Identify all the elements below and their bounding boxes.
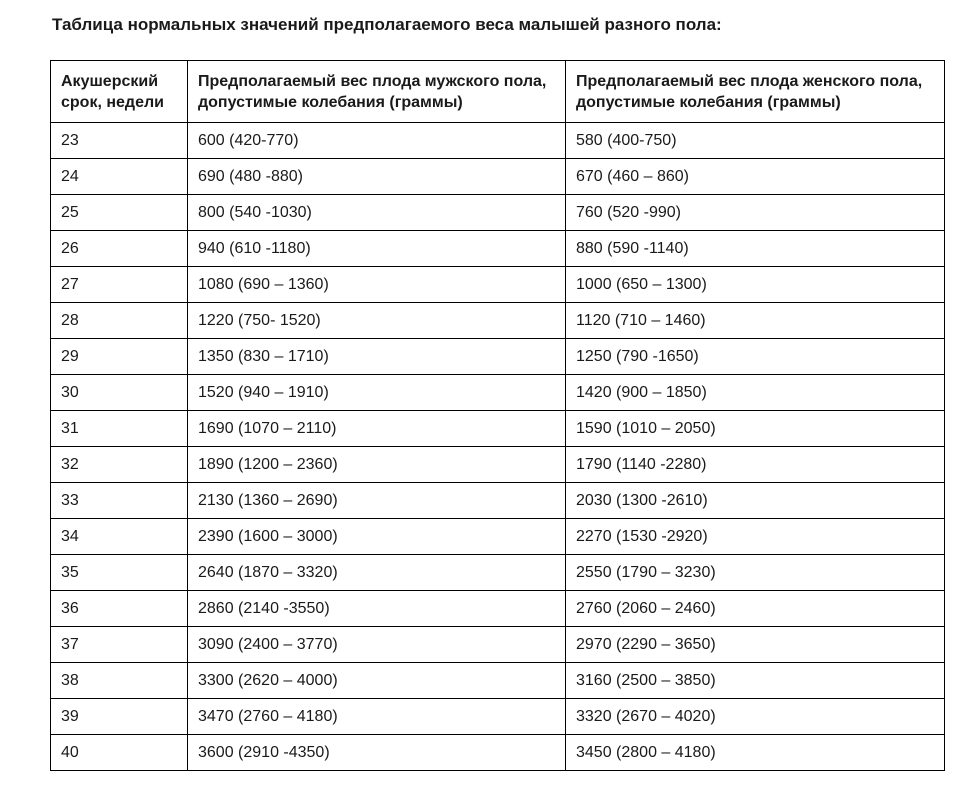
table-row: 30 1520 (940 – 1910) 1420 (900 – 1850) — [50, 374, 945, 411]
table-row: 33 2130 (1360 – 2690) 2030 (1300 -2610) — [50, 482, 945, 519]
male-weight-cell: 800 (540 -1030) — [187, 194, 566, 231]
male-weight-cell: 1350 (830 – 1710) — [187, 338, 566, 375]
male-weight-cell: 1890 (1200 – 2360) — [187, 446, 566, 483]
table-row: 28 1220 (750- 1520) 1120 (710 – 1460) — [50, 302, 945, 339]
male-weight-cell: 3600 (2910 -4350) — [187, 734, 566, 771]
female-weight-cell: 2550 (1790 – 3230) — [565, 554, 945, 591]
col-header-week: Акушерский срок, недели — [50, 60, 188, 123]
table-row: 38 3300 (2620 – 4000) 3160 (2500 – 3850) — [50, 662, 945, 699]
week-cell: 40 — [50, 734, 188, 771]
male-weight-cell: 1080 (690 – 1360) — [187, 266, 566, 303]
col-header-female-weight: Предполагаемый вес плода женского пола, … — [565, 60, 945, 123]
female-weight-cell: 1790 (1140 -2280) — [565, 446, 945, 483]
fetal-weight-table: Акушерский срок, недели Предполагаемый в… — [50, 60, 945, 771]
page-title: Таблица нормальных значений предполагаем… — [52, 15, 722, 34]
male-weight-cell: 2640 (1870 – 3320) — [187, 554, 566, 591]
male-weight-cell: 600 (420-770) — [187, 122, 566, 159]
male-weight-cell: 1690 (1070 – 2110) — [187, 410, 566, 447]
week-cell: 25 — [50, 194, 188, 231]
week-cell: 34 — [50, 518, 188, 555]
table-row: 31 1690 (1070 – 2110) 1590 (1010 – 2050) — [50, 410, 945, 447]
table-row: 34 2390 (1600 – 3000) 2270 (1530 -2920) — [50, 518, 945, 555]
table-row: 23 600 (420-770) 580 (400-750) — [50, 122, 945, 159]
female-weight-cell: 2970 (2290 – 3650) — [565, 626, 945, 663]
male-weight-cell: 3090 (2400 – 3770) — [187, 626, 566, 663]
male-weight-cell: 690 (480 -880) — [187, 158, 566, 195]
male-weight-cell: 1220 (750- 1520) — [187, 302, 566, 339]
female-weight-cell: 2030 (1300 -2610) — [565, 482, 945, 519]
table-body: 23 600 (420-770) 580 (400-750) 24 690 (4… — [50, 122, 945, 771]
female-weight-cell: 880 (590 -1140) — [565, 230, 945, 267]
male-weight-cell: 940 (610 -1180) — [187, 230, 566, 267]
week-cell: 24 — [50, 158, 188, 195]
female-weight-cell: 2270 (1530 -2920) — [565, 518, 945, 555]
table-row: 25 800 (540 -1030) 760 (520 -990) — [50, 194, 945, 231]
male-weight-cell: 3470 (2760 – 4180) — [187, 698, 566, 735]
table-row: 37 3090 (2400 – 3770) 2970 (2290 – 3650) — [50, 626, 945, 663]
female-weight-cell: 2760 (2060 – 2460) — [565, 590, 945, 627]
week-cell: 28 — [50, 302, 188, 339]
week-cell: 27 — [50, 266, 188, 303]
table-row: 27 1080 (690 – 1360) 1000 (650 – 1300) — [50, 266, 945, 303]
female-weight-cell: 670 (460 – 860) — [565, 158, 945, 195]
table-row: 26 940 (610 -1180) 880 (590 -1140) — [50, 230, 945, 267]
female-weight-cell: 1120 (710 – 1460) — [565, 302, 945, 339]
week-cell: 39 — [50, 698, 188, 735]
table-row: 32 1890 (1200 – 2360) 1790 (1140 -2280) — [50, 446, 945, 483]
week-cell: 36 — [50, 590, 188, 627]
male-weight-cell: 2860 (2140 -3550) — [187, 590, 566, 627]
female-weight-cell: 1590 (1010 – 2050) — [565, 410, 945, 447]
female-weight-cell: 760 (520 -990) — [565, 194, 945, 231]
table-row: 39 3470 (2760 – 4180) 3320 (2670 – 4020) — [50, 698, 945, 735]
week-cell: 30 — [50, 374, 188, 411]
male-weight-cell: 2390 (1600 – 3000) — [187, 518, 566, 555]
male-weight-cell: 3300 (2620 – 4000) — [187, 662, 566, 699]
table-row: 36 2860 (2140 -3550) 2760 (2060 – 2460) — [50, 590, 945, 627]
week-cell: 38 — [50, 662, 188, 699]
female-weight-cell: 1250 (790 -1650) — [565, 338, 945, 375]
week-cell: 35 — [50, 554, 188, 591]
table-row: 29 1350 (830 – 1710) 1250 (790 -1650) — [50, 338, 945, 375]
week-cell: 37 — [50, 626, 188, 663]
week-cell: 29 — [50, 338, 188, 375]
female-weight-cell: 1000 (650 – 1300) — [565, 266, 945, 303]
week-cell: 32 — [50, 446, 188, 483]
col-header-male-weight: Предполагаемый вес плода мужского пола, … — [187, 60, 566, 123]
header-row: Акушерский срок, недели Предполагаемый в… — [50, 60, 945, 123]
table-row: 24 690 (480 -880) 670 (460 – 860) — [50, 158, 945, 195]
week-cell: 26 — [50, 230, 188, 267]
male-weight-cell: 2130 (1360 – 2690) — [187, 482, 566, 519]
table-row: 40 3600 (2910 -4350) 3450 (2800 – 4180) — [50, 734, 945, 771]
female-weight-cell: 3320 (2670 – 4020) — [565, 698, 945, 735]
female-weight-cell: 3160 (2500 – 3850) — [565, 662, 945, 699]
male-weight-cell: 1520 (940 – 1910) — [187, 374, 566, 411]
week-cell: 33 — [50, 482, 188, 519]
female-weight-cell: 580 (400-750) — [565, 122, 945, 159]
female-weight-cell: 1420 (900 – 1850) — [565, 374, 945, 411]
week-cell: 23 — [50, 122, 188, 159]
table-row: 35 2640 (1870 – 3320) 2550 (1790 – 3230) — [50, 554, 945, 591]
week-cell: 31 — [50, 410, 188, 447]
female-weight-cell: 3450 (2800 – 4180) — [565, 734, 945, 771]
